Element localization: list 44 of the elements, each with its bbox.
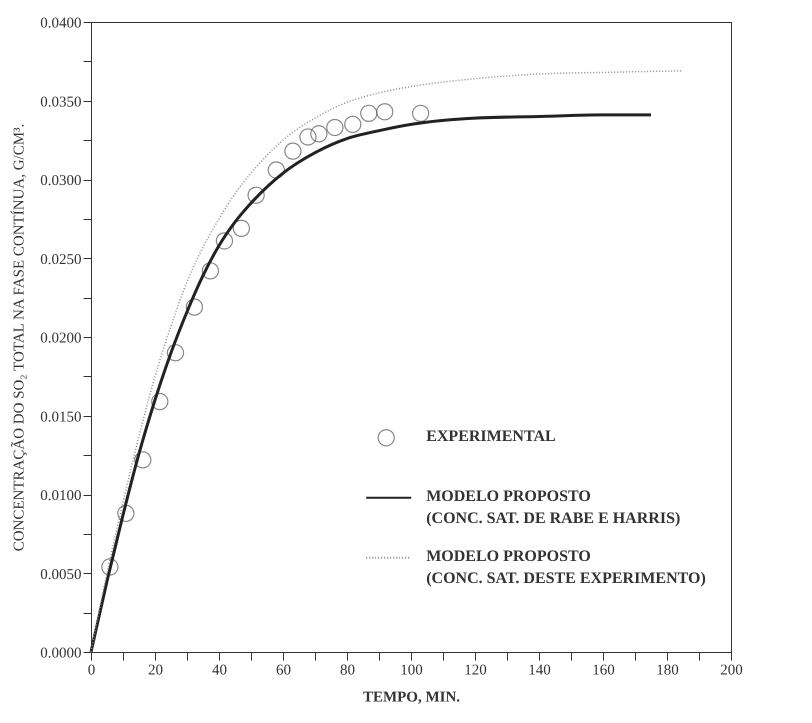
point <box>216 232 234 250</box>
x-tick-label: 80 <box>340 662 355 678</box>
y-tick-label: 0.0200 <box>40 330 82 346</box>
y-tick-label: 0.0050 <box>40 566 82 583</box>
x-tick-label: 0 <box>88 662 96 678</box>
y-tick-label: 0.0150 <box>40 409 82 426</box>
point <box>247 186 265 204</box>
legend-label: EXPERIMENTAL <box>426 428 556 445</box>
point <box>232 220 250 237</box>
y-tick-label: 0.0400 <box>40 16 82 32</box>
point <box>299 128 317 146</box>
x-tick-label: 40 <box>212 662 227 678</box>
point <box>376 103 394 120</box>
point <box>310 125 328 142</box>
legend-label: MODELO PROPOSTO (CONC. SAT. DE RABE E HARRIS) <box>426 488 680 527</box>
point <box>344 116 362 134</box>
point <box>166 344 184 362</box>
x-tick-label: 60 <box>276 662 291 678</box>
point <box>101 558 119 576</box>
y-tick-label: 0.0000 <box>40 646 82 662</box>
x-axis-title: TEMPO, MIN. <box>362 690 460 706</box>
point <box>117 504 135 522</box>
x-tick-label: 20 <box>148 662 163 678</box>
point <box>186 298 204 316</box>
x-tick-label: 100 <box>400 662 423 678</box>
x-tick-label: 120 <box>464 662 487 678</box>
point <box>326 118 344 136</box>
x-tick-label: 180 <box>656 662 679 678</box>
x-tick-label: 200 <box>720 662 743 678</box>
point <box>360 104 378 122</box>
y-tick-label: 0.0350 <box>40 94 82 110</box>
point <box>134 451 152 468</box>
y-tick-label: 0.0300 <box>40 173 82 189</box>
point <box>412 104 430 122</box>
point <box>284 142 302 160</box>
legend-label: MODELO PROPOSTO (CONC. SAT. DESTE EXPERIMENTO) <box>426 548 706 587</box>
point <box>202 262 220 280</box>
y-tick-label: 0.0250 <box>40 252 82 268</box>
x-tick-label: 160 <box>592 662 615 678</box>
point <box>268 161 285 179</box>
point <box>151 392 168 410</box>
y-tick-label: 0.0100 <box>40 488 82 504</box>
x-tick-label: 140 <box>528 662 551 678</box>
y-axis-title: CONCENTRAÇÃO DO SO₂ TOTAL NA FASE CONTÍNUA, G/CM³. <box>10 124 28 552</box>
